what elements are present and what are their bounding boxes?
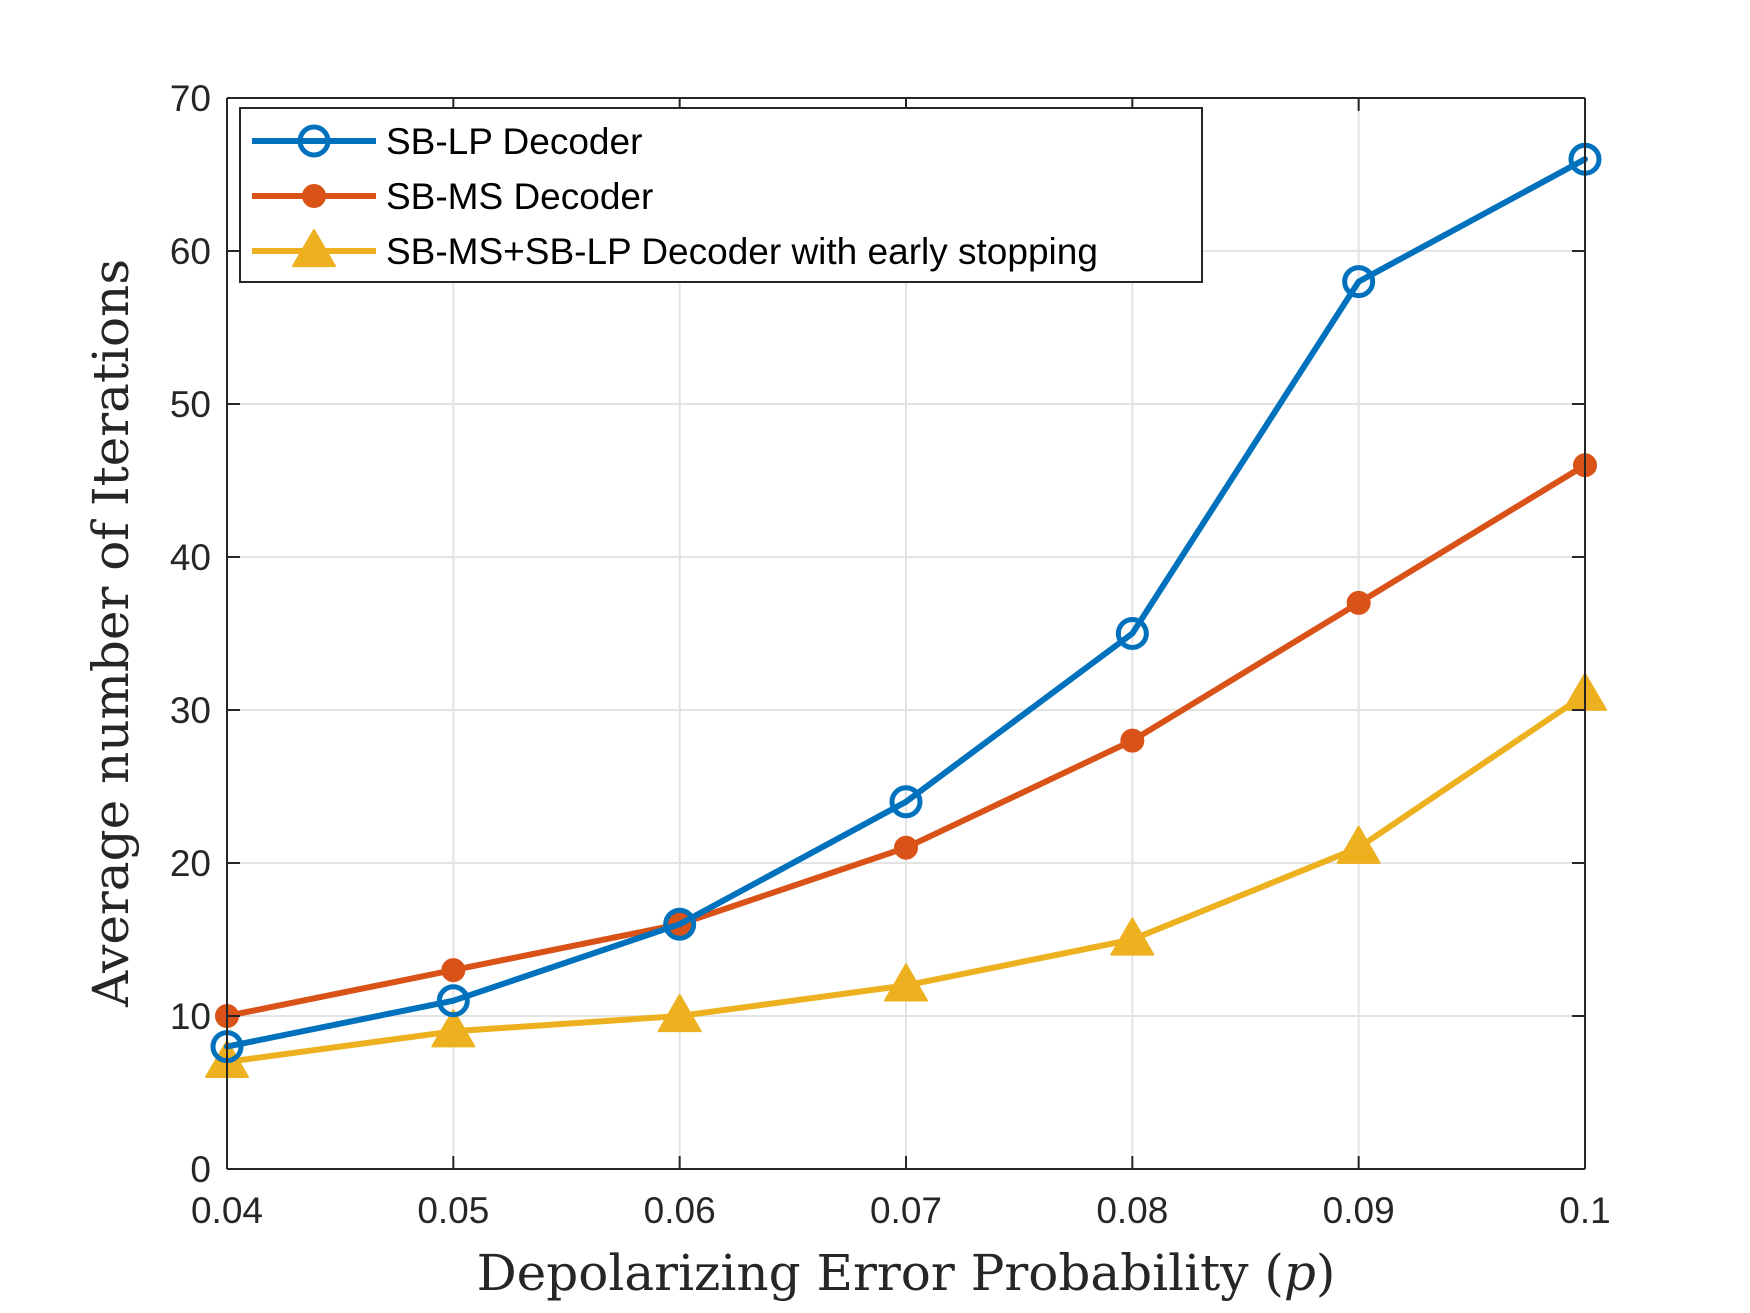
data-point [1115,617,1149,650]
x-tick-label: 0.08 [1096,1190,1168,1231]
y-tick-label: 70 [170,78,211,119]
legend-label-3: SB-MS+SB-LP Decoder with early stopping [386,231,1098,272]
y-tick-label: 10 [170,996,211,1037]
series-3 [205,672,1607,1079]
data-point [894,835,918,860]
x-tick-label: 0.05 [417,1190,489,1231]
data-point [663,907,697,941]
y-axis-title: Average number of Iterations [82,259,140,1008]
data-point [884,963,928,1002]
data-point [889,785,923,819]
x-tick-label: 0.09 [1323,1190,1395,1231]
data-point [1120,728,1145,753]
axes [226,97,1586,1170]
legend-box [239,107,1203,283]
y-tick-label: 60 [170,231,211,272]
series-2 [215,453,1597,1028]
data-point [436,984,470,1018]
data-point [657,994,702,1033]
data-point [1342,265,1376,299]
data-point [431,1009,476,1048]
y-tick-label: 30 [170,690,211,731]
series-line [224,156,1588,1050]
y-tick-label: 20 [170,843,211,884]
legend-marker-1 [297,124,331,158]
x-tick-label: 0.07 [870,1190,942,1231]
y-tick-label: 0 [190,1149,211,1190]
legend: SB-LP Decoder SB-MS Decoder SB-MS+SB-LP De… [239,107,1203,283]
tick-labels: 0.04 0.05 0.06 0.07 0.08 0.09 0.1 0 10 20 30 40 50 60… [170,78,1611,1231]
x-tick-label: 0.1 [1559,1190,1610,1231]
series-group [205,142,1607,1079]
data-point [1336,825,1381,864]
x-tick-label: 0.06 [644,1190,716,1231]
legend-marker-3 [292,229,336,268]
y-tick-label: 40 [170,537,211,578]
legend-label-1: SB-LP Decoder [386,121,642,162]
data-point [1110,917,1155,956]
x-tick-label: 0.04 [191,1190,263,1231]
data-point [1346,590,1371,615]
y-tick-label: 50 [170,384,211,425]
x-axis-title: Depolarizing Error Probability (p) [477,1244,1336,1302]
data-point [441,958,466,983]
legend-marker-2 [302,184,326,208]
legend-label-2: SB-MS Decoder [386,176,653,217]
